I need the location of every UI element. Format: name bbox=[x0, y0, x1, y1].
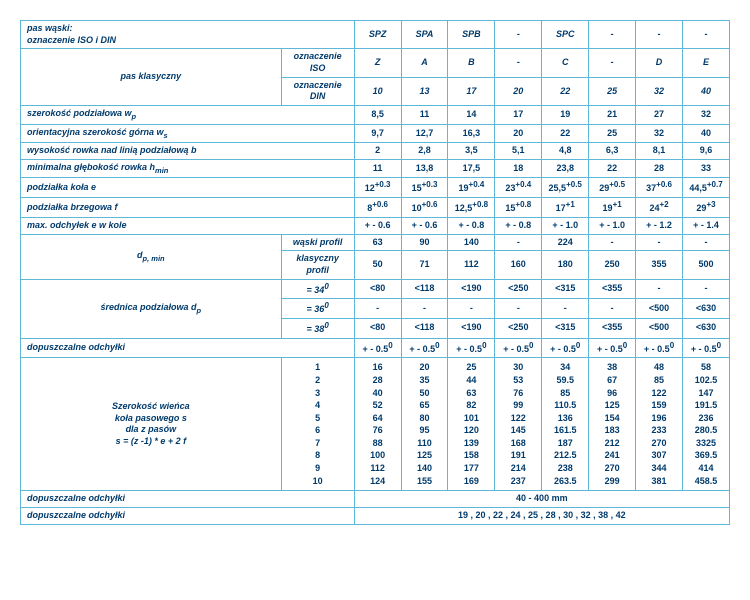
col-hdr-spc: SPC bbox=[542, 21, 589, 49]
col-hdr-spb: SPB bbox=[448, 21, 495, 49]
belt-spec-table: pas wąski:oznaczenie ISO i DINSPZSPASPB-… bbox=[20, 20, 730, 525]
col-hdr-spa: SPA bbox=[401, 21, 448, 49]
col-hdr--: - bbox=[682, 21, 729, 49]
col-hdr--: - bbox=[636, 21, 683, 49]
header-narrow-belt: pas wąski:oznaczenie ISO i DIN bbox=[21, 21, 355, 49]
col-hdr-spz: SPZ bbox=[354, 21, 401, 49]
col-hdr--: - bbox=[589, 21, 636, 49]
col-hdr--: - bbox=[495, 21, 542, 49]
